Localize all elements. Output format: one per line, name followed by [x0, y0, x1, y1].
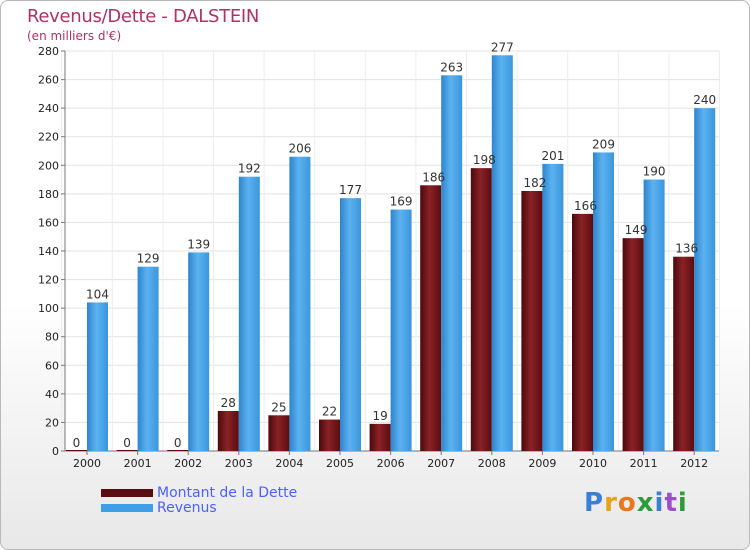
data-label-debt: 0 [123, 436, 131, 450]
data-label-debt: 25 [271, 400, 286, 414]
bar-revenue [137, 266, 159, 451]
bar-revenue [643, 179, 665, 452]
y-tick-label: 180 [38, 188, 59, 201]
bar-debt [369, 423, 391, 451]
logo-letter: P [584, 488, 605, 518]
x-tick-label: 2001 [124, 457, 152, 470]
data-label-revenue: 177 [339, 183, 362, 197]
y-tick-label: 140 [38, 245, 59, 258]
x-tick-label: 2006 [377, 457, 405, 470]
x-tick-label: 2005 [326, 457, 354, 470]
bar-debt [319, 419, 340, 451]
x-tick-label: 2007 [427, 457, 455, 470]
bar-debt [268, 415, 290, 451]
y-tick-label: 60 [45, 359, 59, 372]
axes: 0204060801001201401601802002202402602802… [38, 45, 719, 470]
chart-title: Revenus/Dette - DALSTEIN [27, 6, 260, 27]
debt-swatch [101, 489, 153, 497]
bar-debt [167, 450, 189, 451]
data-label-revenue: 201 [541, 149, 564, 163]
logo-letter: i [677, 488, 688, 518]
x-tick-label: 2000 [73, 457, 101, 470]
data-label-debt: 19 [372, 409, 387, 423]
data-label-revenue: 206 [288, 142, 311, 156]
data-label-debt: 198 [473, 153, 496, 167]
logo-letter: o [617, 488, 637, 518]
logo-letter: x [636, 488, 655, 518]
bar-debt [673, 256, 695, 451]
bar-debt [217, 411, 239, 451]
data-label-debt: 22 [322, 405, 337, 419]
x-tick-label: 2004 [275, 457, 303, 470]
data-label-debt: 186 [422, 170, 445, 184]
data-label-revenue: 169 [390, 195, 413, 209]
bar-debt [66, 450, 87, 451]
data-label-debt: 0 [174, 436, 182, 450]
data-label-revenue: 190 [643, 165, 666, 179]
y-tick-label: 260 [38, 74, 59, 87]
bar-revenue [188, 252, 210, 451]
x-tick-label: 2011 [630, 457, 658, 470]
y-tick-label: 80 [45, 331, 59, 344]
y-tick-label: 200 [38, 159, 59, 172]
data-label-revenue: 277 [491, 40, 514, 54]
y-tick-label: 220 [38, 131, 59, 144]
bar-revenue [289, 156, 311, 451]
bar-revenue [441, 75, 463, 452]
bars [66, 55, 716, 452]
data-label-revenue: 192 [238, 162, 261, 176]
y-tick-label: 100 [38, 302, 59, 315]
y-tick-label: 40 [45, 388, 59, 401]
data-label-revenue: 263 [440, 60, 463, 74]
logo-letter: t [664, 488, 678, 518]
bar-debt [622, 238, 644, 451]
data-label-debt: 166 [574, 199, 597, 213]
y-tick-label: 0 [52, 445, 59, 458]
bar-revenue [491, 55, 513, 452]
revenue-swatch [101, 504, 153, 512]
logo-letter: r [604, 488, 618, 518]
bar-revenue [694, 108, 716, 452]
bar-revenue [340, 198, 361, 451]
x-tick-label: 2003 [225, 457, 253, 470]
data-labels: 0 104 0 129 0 139 28 192 25 206 22 177 19 169 186 263 19… [73, 40, 716, 450]
legend-label-debt: Montant de la Dette [157, 485, 298, 501]
legend-label-revenue: Revenus [157, 500, 217, 516]
bar-debt [572, 213, 593, 451]
bar-debt [116, 450, 138, 451]
bar-revenue [593, 152, 614, 451]
x-tick-label: 2009 [528, 457, 556, 470]
bar-debt [420, 185, 442, 452]
x-tick-label: 2008 [478, 457, 506, 470]
bar-revenue [390, 209, 412, 451]
data-label-revenue: 139 [187, 237, 210, 251]
data-label-revenue: 209 [592, 137, 615, 151]
chart-subtitle: (en milliers d'€) [27, 29, 122, 43]
data-label-debt: 182 [523, 176, 546, 190]
x-tick-label: 2002 [174, 457, 202, 470]
data-label-debt: 0 [73, 436, 81, 450]
x-tick-label: 2010 [579, 457, 607, 470]
y-tick-label: 240 [38, 102, 59, 115]
data-label-revenue: 104 [86, 287, 109, 301]
bar-debt [521, 191, 543, 451]
data-label-revenue: 129 [137, 252, 160, 266]
data-label-revenue: 240 [693, 93, 716, 107]
data-label-debt: 136 [675, 242, 698, 256]
y-tick-label: 120 [38, 274, 59, 287]
data-label-debt: 28 [221, 396, 236, 410]
data-label-debt: 149 [625, 223, 648, 237]
y-tick-label: 20 [45, 416, 59, 429]
bar-revenue [238, 176, 260, 451]
x-tick-label: 2012 [680, 457, 708, 470]
logo-letter: i [654, 488, 665, 518]
bar-debt [470, 168, 492, 451]
bar-revenue [542, 163, 564, 451]
proxiti-logo: Proxiti [584, 488, 688, 518]
y-tick-label: 280 [38, 45, 59, 58]
y-tick-label: 160 [38, 216, 59, 229]
bar-revenue [87, 302, 108, 451]
